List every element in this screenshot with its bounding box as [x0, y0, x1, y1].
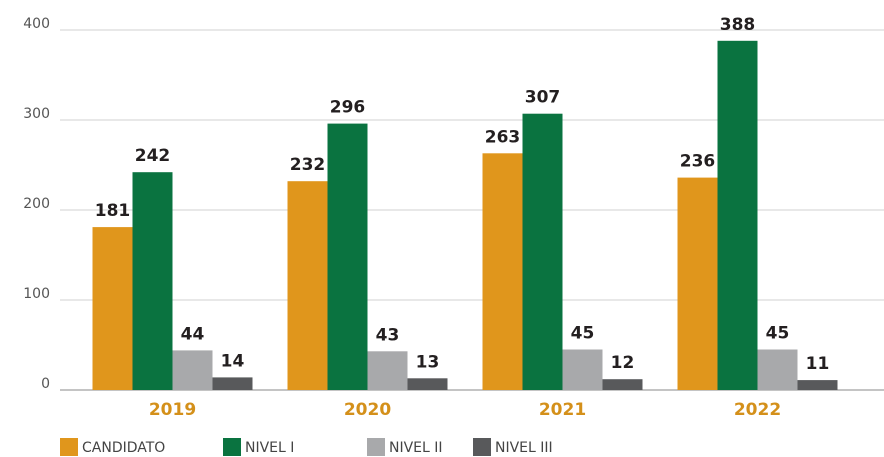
value-label: 232	[290, 155, 326, 175]
legend-swatch	[367, 438, 385, 456]
value-label: 45	[766, 324, 790, 344]
x-tick-label: 2021	[539, 400, 586, 420]
bar	[132, 172, 173, 390]
bar	[367, 351, 408, 390]
value-label: 388	[720, 15, 756, 35]
bar	[717, 40, 758, 391]
bar	[522, 113, 563, 390]
bar	[562, 349, 603, 390]
x-tick-label: 2020	[344, 400, 391, 420]
bar	[172, 350, 213, 390]
bar	[92, 227, 133, 390]
x-tick-label: 2019	[149, 400, 196, 420]
legend-label: NIVEL III	[495, 440, 553, 456]
legend-swatch	[60, 438, 78, 456]
bar	[327, 123, 368, 390]
legend-label: CANDIDATO	[82, 440, 165, 456]
x-tick-label: 2022	[734, 400, 781, 420]
value-label: 242	[135, 146, 171, 166]
legend-label: NIVEL I	[245, 440, 294, 456]
value-label: 13	[416, 352, 440, 372]
value-label: 296	[330, 98, 366, 118]
bar	[212, 377, 253, 390]
value-label: 236	[680, 152, 716, 172]
value-label: 11	[806, 354, 830, 374]
bar	[602, 379, 643, 390]
bar	[407, 378, 448, 390]
y-tick-label: 100	[23, 286, 50, 302]
value-label: 43	[376, 325, 400, 345]
y-tick-label: 200	[23, 196, 50, 212]
bar	[757, 349, 798, 390]
y-tick-label: 0	[41, 376, 50, 392]
bar	[287, 181, 328, 390]
value-label: 44	[181, 324, 205, 344]
y-tick-label: 400	[23, 16, 50, 32]
bar	[482, 153, 523, 390]
value-label: 45	[571, 324, 595, 344]
legend-label: NIVEL II	[389, 440, 443, 456]
value-label: 181	[95, 201, 131, 221]
legend-swatch	[223, 438, 241, 456]
value-label: 263	[485, 127, 521, 147]
y-tick-label: 300	[23, 106, 50, 122]
value-label: 14	[221, 351, 245, 371]
value-label: 307	[525, 88, 561, 108]
legend-swatch	[473, 438, 491, 456]
bar	[797, 380, 838, 390]
value-label: 12	[611, 353, 635, 373]
bar	[677, 177, 718, 390]
